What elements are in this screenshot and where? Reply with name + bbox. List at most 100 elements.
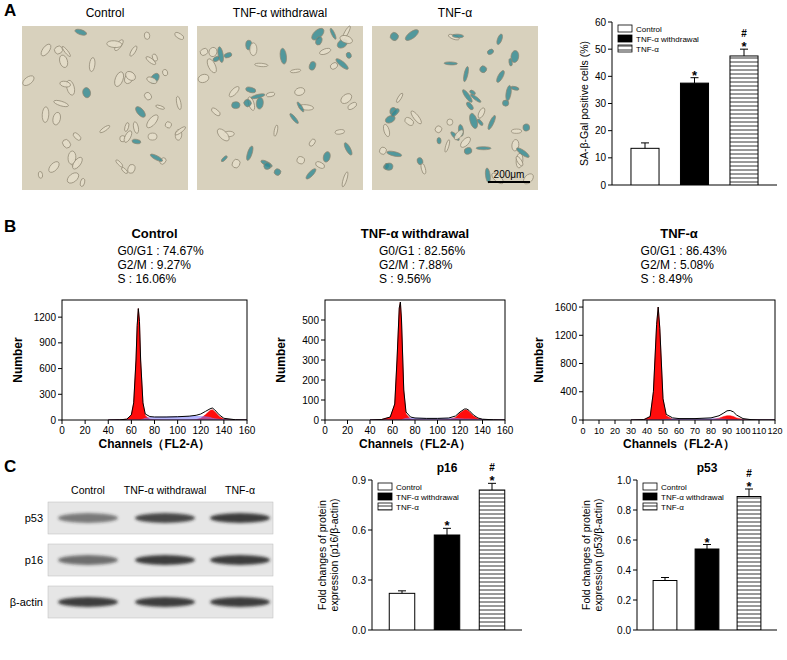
cell [42, 107, 49, 123]
y-tick [608, 185, 612, 186]
y-tick [579, 363, 583, 364]
cell [502, 100, 508, 106]
x-tick-label: 50 [658, 426, 668, 436]
x-tick [154, 420, 155, 424]
y-tick-label: 0 [50, 415, 56, 426]
cell [515, 155, 524, 166]
legend-swatch [378, 493, 392, 500]
x-tick-label: 80 [149, 425, 161, 436]
cell [496, 33, 504, 45]
y-tick-label: 0.2 [617, 595, 631, 606]
cell [151, 53, 158, 62]
cell [74, 28, 87, 36]
x-tick-label: 20 [80, 425, 92, 436]
phase-percentage: G2/M : 7.88% [379, 258, 453, 272]
cell [146, 76, 158, 85]
cell [468, 112, 479, 129]
y-axis-label: Number [532, 337, 546, 383]
cell [71, 156, 84, 171]
y-tick [633, 600, 637, 601]
y-tick-label: 400 [560, 386, 577, 397]
blot-strip [48, 502, 273, 534]
plot-area [631, 307, 775, 420]
error-bar [645, 143, 646, 148]
cell [487, 115, 497, 131]
y-tick-label: 900 [39, 337, 56, 348]
cell [463, 66, 470, 82]
cell [255, 63, 268, 67]
x-tick [505, 420, 506, 424]
y-tick-label: 40 [595, 71, 607, 82]
legend-label: TNF-α withdrawal [661, 493, 724, 502]
cell [273, 168, 282, 177]
y-tick-label: 0.0 [352, 625, 366, 636]
bar [730, 56, 758, 185]
y-tick [608, 76, 612, 77]
cell [305, 167, 318, 180]
plot-frame [325, 300, 505, 420]
x-tick [200, 420, 201, 424]
x-tick [247, 420, 248, 424]
x-tick-label: 0 [322, 425, 328, 436]
x-tick [177, 420, 178, 424]
cells [197, 25, 358, 187]
cell [82, 87, 92, 99]
x-tick-label: 120 [192, 425, 209, 436]
y-axis [372, 480, 373, 630]
cell [485, 168, 491, 183]
cell [155, 104, 165, 110]
x-tick [583, 420, 584, 424]
legend-label: TNF-α [396, 503, 419, 512]
x-axis-label: Channels（FL2-A） [359, 437, 471, 451]
cell [386, 150, 402, 158]
bar [631, 148, 659, 185]
y-tick-label: 20 [595, 125, 607, 136]
cell [231, 158, 242, 169]
y-tick-label: 0.6 [352, 525, 366, 536]
bar [653, 581, 677, 631]
bar [479, 490, 505, 630]
bar [680, 83, 708, 185]
cell [390, 107, 400, 117]
x-tick [482, 420, 483, 424]
cell [453, 128, 465, 141]
y-tick [579, 307, 583, 308]
bar [737, 497, 761, 631]
cell [223, 52, 232, 59]
y-axis-label: Fold changes of protein [580, 500, 592, 610]
histogram-area [370, 302, 505, 420]
cell [420, 163, 426, 174]
cell [143, 91, 153, 101]
x-tick-label: 110 [752, 426, 766, 436]
blot-band [135, 513, 195, 523]
cell [447, 119, 453, 125]
y-tick-label: 0.6 [617, 535, 631, 546]
error-cap [398, 590, 406, 591]
cell [39, 43, 52, 58]
cell [319, 47, 332, 56]
cell [444, 139, 451, 152]
y-tick-label: 10 [595, 152, 607, 163]
cell [72, 131, 82, 141]
y-tick [58, 342, 62, 343]
cell [347, 101, 358, 111]
micrograph [22, 26, 188, 190]
y-tick-label: 30 [595, 98, 607, 109]
y-tick-label: 1.0 [617, 475, 631, 486]
y-tick [579, 391, 583, 392]
y-tick-label: 0.8 [617, 505, 631, 516]
cell [289, 113, 300, 125]
x-tick [131, 420, 132, 424]
x-tick-label: 20 [610, 426, 620, 436]
y-tick-label: 1200 [34, 312, 57, 323]
cell [322, 151, 331, 163]
y-tick [608, 157, 612, 158]
x-tick [775, 420, 776, 424]
legend-swatch [618, 25, 632, 32]
x-tick [647, 420, 648, 424]
y-tick [321, 380, 325, 381]
plot-area [631, 49, 758, 185]
significance-mark: * [489, 473, 495, 488]
x-tick-label: 60 [387, 425, 399, 436]
y-tick [368, 480, 372, 481]
